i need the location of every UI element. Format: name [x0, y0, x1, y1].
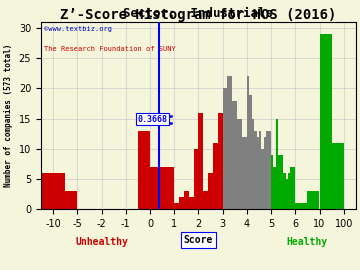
Bar	[208, 173, 213, 210]
Bar	[257, 137, 259, 210]
Bar	[288, 173, 291, 210]
Bar	[189, 197, 194, 210]
Bar	[150, 167, 162, 210]
Y-axis label: Number of companies (573 total): Number of companies (573 total)	[4, 44, 13, 187]
Bar	[269, 131, 271, 210]
Bar	[278, 155, 281, 210]
Bar	[259, 131, 261, 210]
Bar	[203, 191, 208, 210]
Bar	[162, 167, 174, 210]
Text: Healthy: Healthy	[287, 237, 328, 247]
Bar	[194, 149, 198, 210]
Title: Z’-Score Histogram for HOS (2016): Z’-Score Histogram for HOS (2016)	[60, 8, 337, 22]
Bar	[41, 173, 65, 210]
Bar	[261, 149, 264, 210]
Bar	[232, 101, 237, 210]
Bar	[293, 167, 295, 210]
Bar	[184, 191, 189, 210]
Bar	[179, 197, 184, 210]
Bar	[242, 137, 247, 210]
Bar	[138, 131, 150, 210]
Bar	[254, 131, 257, 210]
Bar	[307, 191, 319, 210]
Bar	[295, 203, 307, 210]
Bar	[285, 179, 288, 210]
X-axis label: Score: Score	[184, 235, 213, 245]
Bar	[291, 167, 293, 210]
Bar	[271, 155, 274, 210]
Bar	[228, 76, 232, 210]
Bar	[266, 131, 269, 210]
Bar	[218, 113, 222, 210]
Bar	[276, 119, 278, 210]
Bar	[65, 191, 77, 210]
Text: 0.3668: 0.3668	[138, 115, 168, 124]
Bar	[237, 119, 242, 210]
Bar	[283, 173, 285, 210]
Bar	[320, 34, 332, 210]
Bar	[222, 89, 228, 210]
Text: Sector:  Industrials: Sector: Industrials	[123, 7, 273, 20]
Bar	[213, 143, 218, 210]
Bar	[274, 167, 276, 210]
Bar	[264, 137, 266, 210]
Bar	[174, 203, 179, 210]
Text: ©www.textbiz.org: ©www.textbiz.org	[44, 26, 112, 32]
Bar	[252, 119, 254, 210]
Bar	[198, 113, 203, 210]
Text: Unhealthy: Unhealthy	[75, 237, 128, 247]
Bar	[332, 143, 344, 210]
Bar	[281, 155, 283, 210]
Bar	[249, 94, 252, 210]
Bar	[247, 76, 249, 210]
Text: The Research Foundation of SUNY: The Research Foundation of SUNY	[44, 46, 176, 52]
